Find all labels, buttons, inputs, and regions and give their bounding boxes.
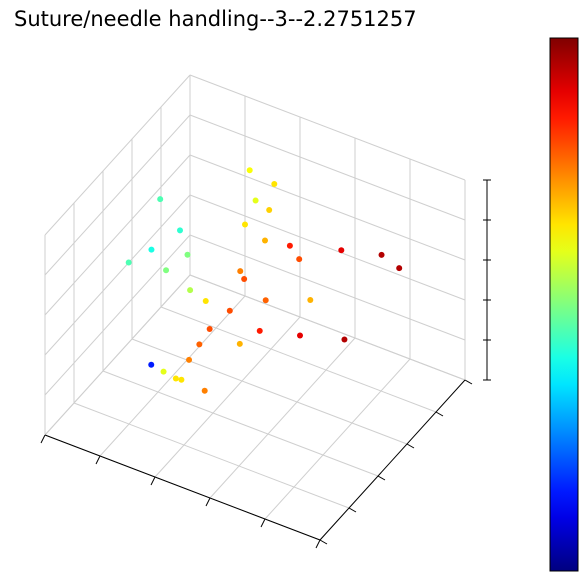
grid-line <box>44 234 191 396</box>
grid-line <box>160 306 437 413</box>
colorbar <box>549 37 579 572</box>
x-tick <box>95 455 101 465</box>
data-point <box>160 368 167 375</box>
data-point <box>157 196 164 203</box>
grid-line <box>44 154 191 316</box>
grid-line <box>264 358 411 520</box>
data-point <box>201 387 208 394</box>
y-axis <box>319 379 466 541</box>
grid-line <box>102 370 379 477</box>
grid-line <box>154 316 301 478</box>
data-point <box>237 268 244 275</box>
data-point <box>163 267 170 274</box>
y-tick <box>464 379 473 385</box>
data-point <box>297 332 303 339</box>
data-point <box>186 356 193 363</box>
data-point <box>338 247 345 254</box>
data-point <box>262 237 268 244</box>
data-point <box>187 287 194 294</box>
data-point <box>378 251 385 258</box>
grid-line <box>131 338 408 445</box>
data-point <box>172 375 179 382</box>
grid-line <box>44 274 191 436</box>
grid-line <box>99 295 246 457</box>
grid-line <box>44 114 191 276</box>
data-point <box>177 227 183 234</box>
grid-line <box>189 274 466 381</box>
grid-line <box>189 114 466 221</box>
data-point <box>241 276 248 283</box>
data-point <box>178 376 185 383</box>
grid-line <box>73 402 350 509</box>
x-tick <box>150 476 156 486</box>
grid-line <box>209 337 356 499</box>
data-point <box>196 341 203 348</box>
data-point <box>202 298 209 304</box>
data-point <box>206 325 213 332</box>
y-tick <box>348 507 357 513</box>
grid-line <box>189 234 466 341</box>
x-tick <box>40 434 46 444</box>
grid-line <box>189 194 466 301</box>
grid-line <box>189 74 466 181</box>
y-tick <box>319 539 328 545</box>
data-point <box>252 197 259 204</box>
data-point <box>271 180 278 187</box>
data-point <box>307 297 314 303</box>
data-point <box>148 246 155 253</box>
data-point <box>396 265 403 272</box>
data-point <box>184 251 191 258</box>
data-point <box>266 207 273 213</box>
grid-line <box>44 74 191 236</box>
grid-line <box>44 194 191 356</box>
data-point <box>286 242 293 249</box>
data-point <box>341 336 348 343</box>
x-tick <box>205 497 211 507</box>
y-tick <box>377 475 386 481</box>
data-point <box>125 259 132 266</box>
panes <box>40 74 491 549</box>
data-point <box>256 327 263 334</box>
grid-line <box>189 154 466 261</box>
data-point <box>236 340 243 347</box>
chart-title: Suture/needle handling--3--2.2751257 <box>14 7 417 31</box>
x-tick <box>315 539 321 549</box>
data-point <box>246 167 253 174</box>
y-tick <box>435 411 444 417</box>
data-point <box>242 221 248 228</box>
points <box>125 167 403 394</box>
data-point <box>262 297 269 304</box>
data-point <box>148 361 155 368</box>
x-tick <box>260 518 266 528</box>
x-axis <box>44 434 321 541</box>
data-point <box>296 256 303 263</box>
y-tick <box>406 443 415 449</box>
data-point <box>226 307 233 314</box>
